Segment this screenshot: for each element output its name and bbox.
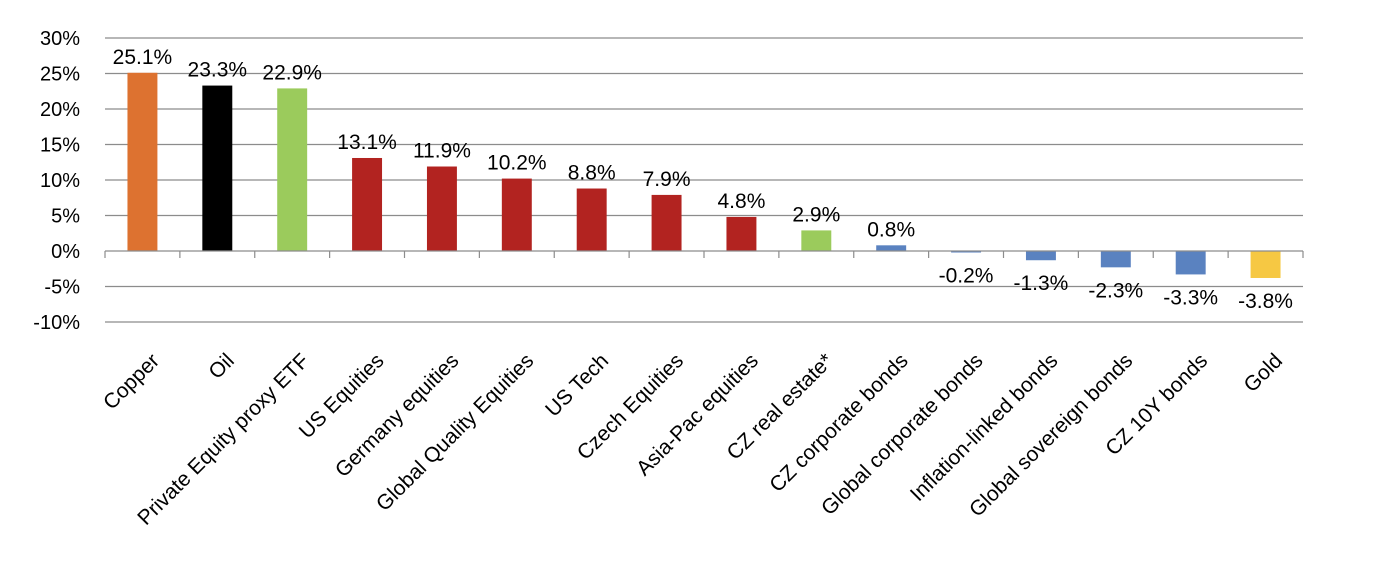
y-tick-label: 30%	[40, 28, 80, 50]
bar	[202, 85, 233, 251]
category-label: Gold	[1239, 349, 1287, 397]
data-label: -1.3%	[1014, 272, 1069, 295]
category-label: Global Quality Equities	[372, 349, 538, 515]
y-tick-label: 10%	[40, 170, 80, 192]
y-tick-label: -5%	[44, 277, 80, 299]
data-label: 10.2%	[487, 152, 547, 175]
x-axis	[104, 250, 1304, 258]
bar	[651, 194, 682, 251]
bar	[801, 230, 832, 251]
bar	[1175, 251, 1206, 275]
data-label: 4.8%	[718, 190, 766, 213]
y-tick-label: 20%	[40, 99, 80, 121]
bar	[576, 188, 607, 251]
bar	[951, 251, 982, 253]
y-tick-label: 0%	[51, 241, 80, 263]
data-label: 0.8%	[867, 218, 915, 241]
category-label: Germany equities	[331, 349, 464, 482]
bar	[501, 178, 532, 251]
data-label: 22.9%	[262, 61, 322, 84]
data-label: 23.3%	[188, 59, 248, 82]
bar	[1025, 251, 1056, 261]
category-label: Oil	[204, 349, 238, 383]
data-label: 13.1%	[337, 131, 397, 154]
category-label: US Tech	[541, 349, 613, 421]
y-tick-label: 5%	[51, 206, 80, 228]
data-label: 7.9%	[643, 168, 691, 191]
bar	[876, 245, 907, 251]
category-label: Copper	[99, 349, 164, 414]
data-label: -0.2%	[939, 264, 994, 287]
bar	[352, 157, 383, 251]
bar	[1100, 251, 1131, 268]
bar	[127, 72, 158, 251]
bar	[726, 216, 757, 251]
bar	[277, 88, 308, 251]
data-labels: 25.1% 23.3% 22.9% 13.1% 11.9% 10.2% 8.8% 7.9% 4.…	[113, 46, 1293, 313]
data-label: 2.9%	[792, 203, 840, 226]
data-label: 8.8%	[568, 162, 616, 185]
category-label: Inflation-linked bonds	[906, 349, 1063, 506]
category-label: CZ corporate bonds	[765, 349, 913, 497]
y-tick-label: -10%	[33, 312, 80, 334]
data-label: -3.8%	[1238, 290, 1293, 313]
y-tick-label: 15%	[40, 135, 80, 157]
y-axis: 30% 25% 20% 15% 10% 5% 0% -5% -10%	[33, 28, 80, 334]
data-label: -2.3%	[1088, 279, 1143, 302]
bar	[1250, 251, 1281, 278]
bars	[127, 72, 1281, 278]
data-label: 11.9%	[413, 140, 471, 163]
data-label: 25.1%	[113, 46, 173, 69]
y-tick-label: 25%	[40, 64, 80, 86]
bar	[426, 166, 457, 251]
data-label: -3.3%	[1163, 286, 1218, 309]
